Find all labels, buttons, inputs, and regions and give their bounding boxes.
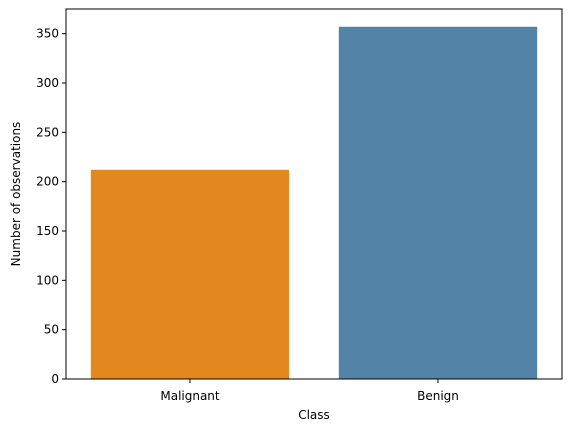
y-tick-label: 100 <box>36 273 59 287</box>
x-tick-label: Malignant <box>160 389 220 403</box>
y-tick-label: 350 <box>36 27 59 41</box>
y-tick-label: 0 <box>51 372 59 386</box>
bars-group <box>90 26 538 379</box>
bar-malignant <box>90 169 290 379</box>
plot-frame <box>65 8 563 380</box>
x-axis-label: Class <box>298 408 330 422</box>
y-axis: 0 50 100 150 200 250 300 350 <box>36 27 66 386</box>
x-tick-label: Benign <box>417 389 459 403</box>
y-tick-label: 150 <box>36 224 59 238</box>
y-tick-label: 300 <box>36 76 59 90</box>
y-tick-label: 250 <box>36 125 59 139</box>
x-axis: Malignant Benign <box>160 379 459 403</box>
bar-benign <box>338 26 538 379</box>
y-tick-label: 200 <box>36 175 59 189</box>
y-axis-label: Number of observations <box>9 122 23 267</box>
y-tick-label: 50 <box>44 323 59 337</box>
